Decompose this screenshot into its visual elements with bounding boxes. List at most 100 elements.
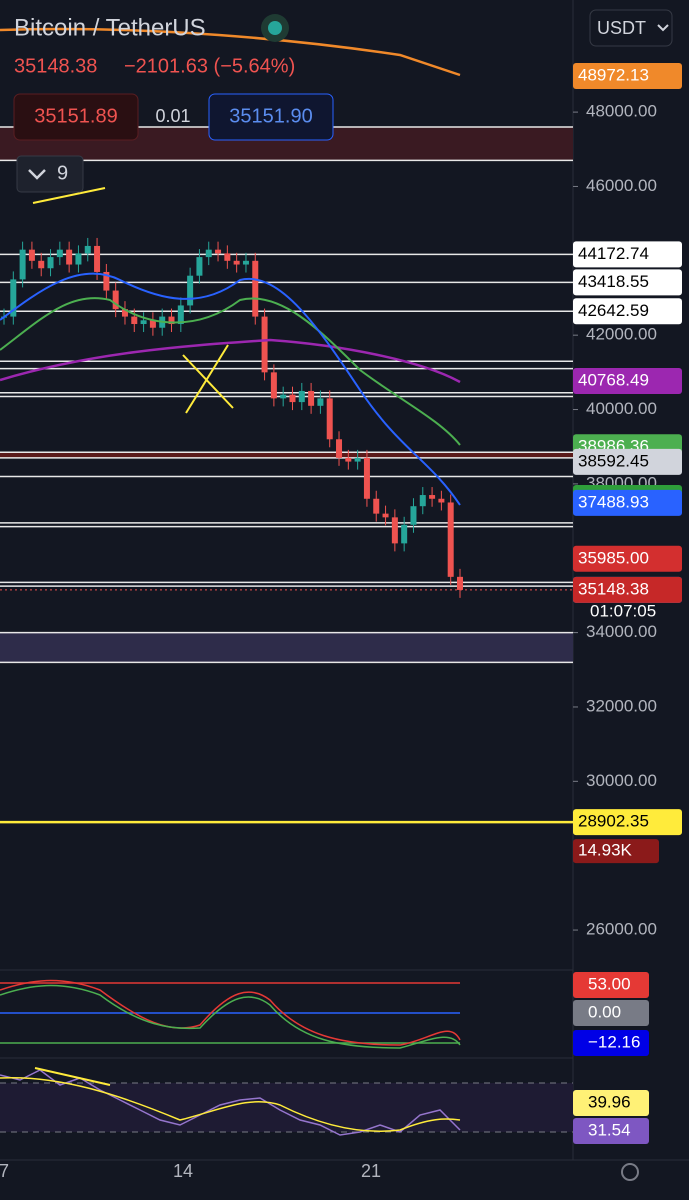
indicator-label-box	[573, 1090, 649, 1116]
drawing-cross	[182, 344, 234, 414]
candle	[215, 249, 222, 254]
symbol-title: Bitcoin / TetherUS	[14, 14, 206, 41]
status-dot	[268, 21, 282, 35]
price-label-box	[573, 62, 682, 89]
price-label: 43418.55	[578, 272, 649, 291]
x-tick-label: 14	[173, 1161, 193, 1181]
price-label: 28902.35	[578, 812, 649, 831]
settings-icon[interactable]	[621, 1163, 639, 1181]
candle	[66, 249, 73, 265]
candle	[28, 249, 35, 261]
y-tick-label: 42000.00	[586, 325, 657, 344]
indicators-toggle[interactable]	[16, 155, 84, 193]
candle	[10, 279, 17, 317]
y-tick-label: 34000.00	[586, 622, 657, 641]
candle	[205, 249, 212, 258]
y-tick-label: 40000.00	[586, 399, 657, 418]
candle	[363, 457, 370, 499]
sell-button[interactable]	[13, 93, 139, 141]
price-label: 44172.74	[578, 244, 649, 263]
price-label-box	[573, 269, 682, 296]
x-tick-label: 7	[0, 1161, 9, 1181]
candle	[168, 316, 175, 325]
y-tick-label: 32000.00	[586, 696, 657, 715]
zone	[0, 632, 573, 663]
candle	[438, 498, 445, 503]
candle	[252, 260, 259, 317]
y-tick-label: 48000.00	[586, 102, 657, 121]
price-label-box	[573, 367, 682, 394]
y-tick-label: 30000.00	[586, 771, 657, 790]
candle	[289, 394, 296, 403]
price-label-box	[573, 448, 682, 475]
indicator-label-box	[573, 972, 649, 998]
price-label-box	[573, 809, 682, 836]
candle	[298, 390, 305, 403]
candle	[326, 398, 333, 440]
indicator-label: 39.96	[588, 1092, 631, 1111]
indicators-count: 9	[57, 162, 68, 184]
candle	[261, 316, 268, 373]
ma-blue	[0, 272, 461, 506]
chevron	[28, 169, 46, 180]
candle	[149, 320, 156, 328]
indicator-label-box	[573, 1118, 649, 1144]
price-label: 35985.00	[578, 548, 649, 567]
price-label-box	[573, 576, 682, 603]
indicator-label: 0.00	[588, 1002, 621, 1021]
candle	[56, 249, 63, 258]
drawing-line	[34, 1067, 111, 1086]
candle	[336, 439, 343, 458]
price-label-box	[573, 489, 682, 516]
indicator-label-box	[573, 1000, 649, 1026]
candle	[131, 316, 138, 325]
chevron	[657, 24, 669, 32]
candle	[103, 271, 110, 291]
candle	[177, 305, 184, 325]
candle	[354, 457, 361, 462]
price-label: 37488.93	[578, 492, 649, 511]
candle	[47, 257, 54, 269]
ma-orange	[0, 27, 461, 77]
ma-green	[0, 297, 461, 446]
oscillator-fast	[0, 979, 461, 1046]
price-label-box	[573, 298, 682, 325]
candle	[112, 290, 119, 310]
candle	[233, 260, 240, 265]
candle	[121, 309, 128, 317]
candle	[317, 398, 324, 406]
candle	[270, 372, 277, 399]
oscillator-slow	[0, 984, 461, 1049]
candle	[242, 260, 249, 265]
indicator-label-box	[573, 1030, 649, 1056]
candle	[75, 253, 82, 265]
candle	[345, 457, 352, 462]
y-tick-label: 26000.00	[586, 920, 657, 939]
candle	[308, 390, 315, 406]
candle	[224, 253, 231, 261]
indicator-label: 31.54	[588, 1120, 631, 1139]
spread: 0.01	[155, 106, 190, 126]
last-price: 35148.38	[14, 55, 97, 77]
price-label: 38592.45	[578, 451, 649, 470]
price-label: 48972.13	[578, 65, 649, 84]
price-label: 40768.49	[578, 370, 649, 389]
candle	[196, 257, 203, 276]
candle	[457, 576, 463, 590]
buy-button[interactable]	[208, 93, 334, 141]
price-label-box	[573, 545, 682, 572]
candle	[38, 260, 45, 269]
price-label-box	[573, 241, 682, 268]
price-change: −2101.63 (−5.64%)	[124, 55, 295, 77]
candle	[140, 320, 147, 325]
candle	[19, 249, 26, 280]
candle	[419, 495, 426, 507]
countdown: 01:07:05	[590, 601, 656, 620]
currency-button[interactable]	[589, 9, 673, 47]
candle	[401, 524, 408, 544]
candle	[410, 506, 417, 525]
zone	[0, 452, 573, 458]
volume-label: 14.93K	[578, 841, 633, 860]
candle	[429, 495, 436, 499]
